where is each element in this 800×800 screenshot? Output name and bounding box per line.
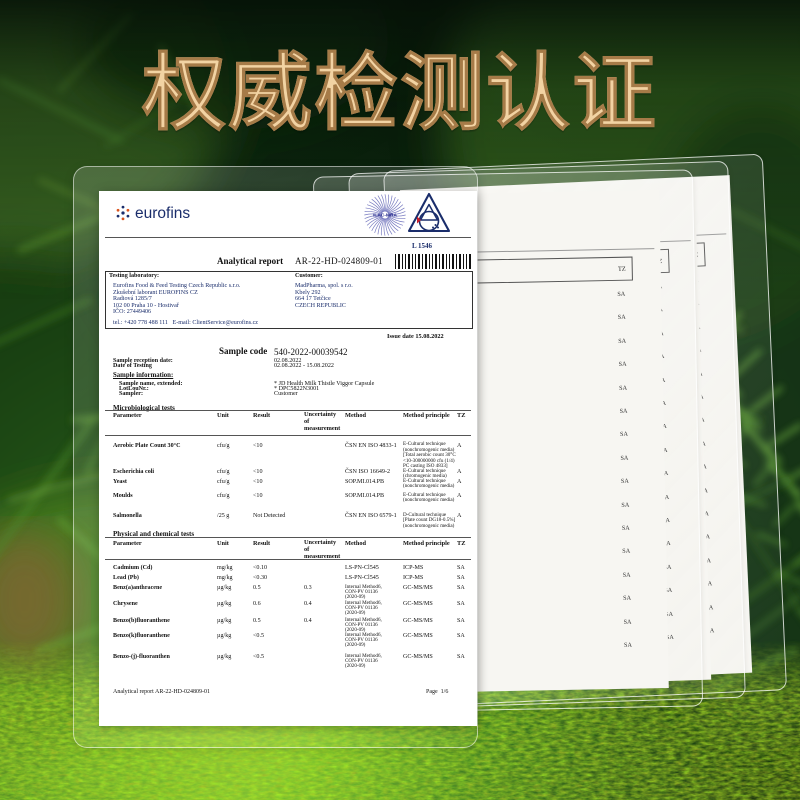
svg-text:ILAC-MRA: ILAC-MRA bbox=[373, 212, 397, 218]
